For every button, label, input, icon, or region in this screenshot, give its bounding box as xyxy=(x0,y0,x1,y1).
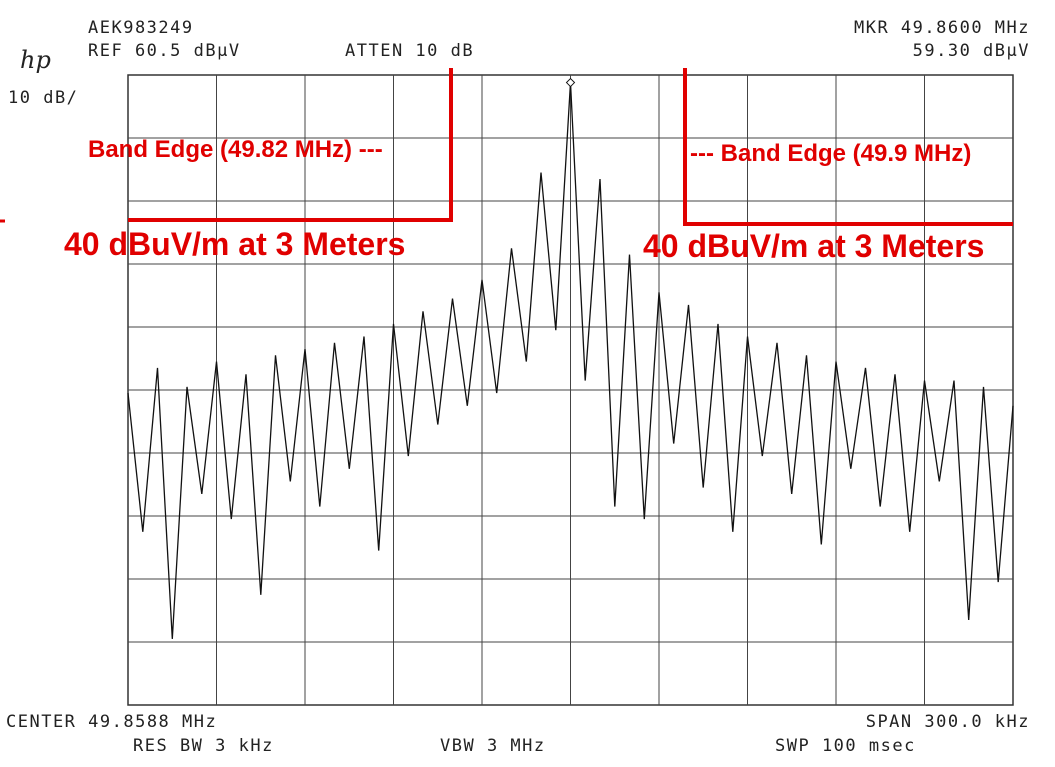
footer-rbw: RES BW 3 kHz xyxy=(133,736,274,756)
limit-label: 40 dBuV/m at 3 Meters xyxy=(643,228,984,264)
footer-vbw: VBW 3 MHz xyxy=(440,736,546,756)
footer-span: SPAN 300.0 kHz xyxy=(866,712,1030,732)
scale: 10 dB/ xyxy=(8,88,78,108)
header-ref: REF 60.5 dBµV xyxy=(88,41,241,61)
band-edge-label: --- Band Edge (49.9 MHz) xyxy=(690,140,971,167)
header-id: AEK983249 xyxy=(88,18,194,38)
annotations: Band Edge (49.82 MHz) --- --- Band Edge … xyxy=(0,68,1013,264)
footer-sweep: SWP 100 msec xyxy=(775,736,916,756)
band-edge-label: Band Edge (49.82 MHz) --- xyxy=(88,136,383,163)
marker-freq: MKR 49.8600 MHz xyxy=(854,18,1030,38)
header-atten: ATTEN 10 dB xyxy=(345,41,474,61)
marker xyxy=(565,77,576,88)
marker-level: 59.30 dBµV xyxy=(913,41,1030,61)
limit-label: 40 dBuV/m at 3 Meters xyxy=(64,226,405,262)
limit-line xyxy=(683,68,1013,226)
logo: hp xyxy=(20,46,51,74)
footer-center: CENTER 49.8588 MHz xyxy=(6,712,217,732)
plot-area xyxy=(127,74,1014,706)
limit-line xyxy=(128,68,453,222)
